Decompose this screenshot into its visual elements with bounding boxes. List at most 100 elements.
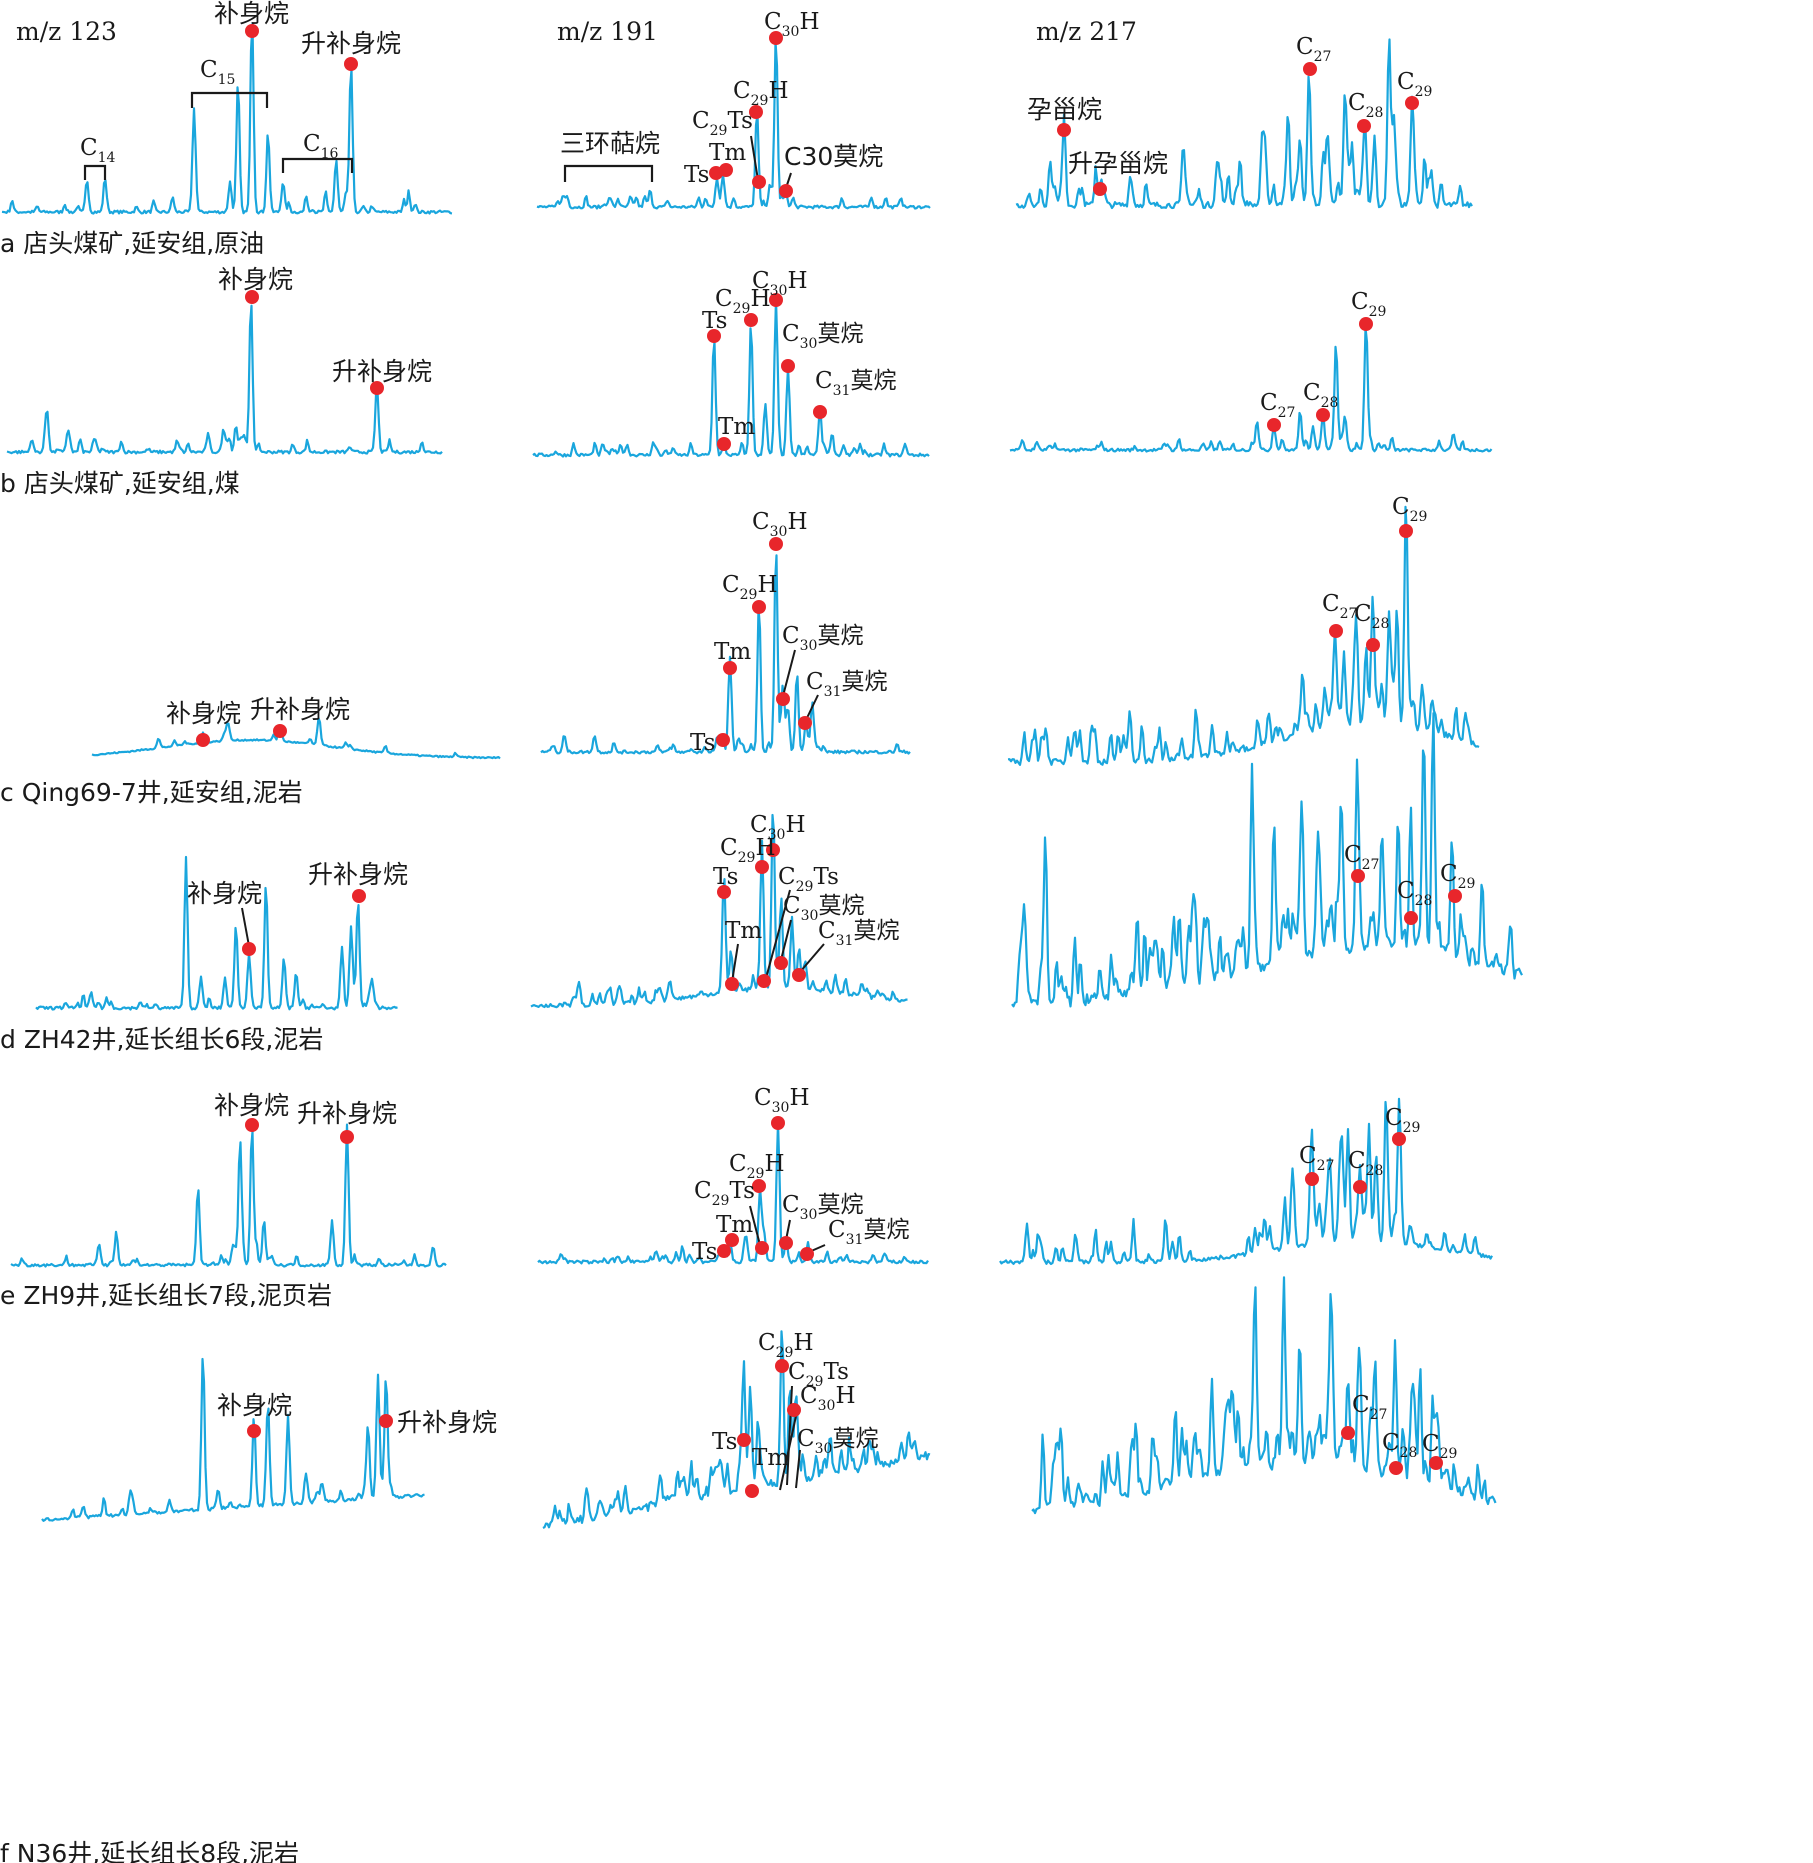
marker-c27-a (1303, 62, 1317, 76)
label-c27-d: C27 (1344, 842, 1379, 873)
marker-shengbushen-d (352, 889, 366, 903)
label-shengbushen-e: 升补身烷 (297, 1099, 397, 1128)
leader-line (765, 889, 791, 979)
marker-c29ts-d (757, 974, 771, 988)
marker-bushen-b (245, 290, 259, 304)
marker-layer (196, 24, 1462, 1498)
marker-c29h-d (755, 860, 769, 874)
marker-c29-e (1392, 1132, 1406, 1146)
label-c29h-a: C29H (733, 78, 789, 109)
marker-c28-e (1353, 1180, 1367, 1194)
label-c31mo-e: C31莫烷 (828, 1217, 909, 1248)
label-c28-a: C28 (1348, 90, 1383, 121)
label-c29h-c: C29H (722, 572, 778, 603)
marker-ts-d (717, 885, 731, 899)
label-c28-f: C28 (1382, 1430, 1417, 1461)
marker-c29ts-e (755, 1241, 769, 1255)
label-c29-c: C29 (1392, 494, 1427, 525)
label-c29-d: C29 (1440, 861, 1475, 892)
marker-c30mo-e (779, 1236, 793, 1250)
marker-c29h-e (752, 1179, 766, 1193)
trace-a-191 (536, 40, 931, 210)
label-tm-b: Tm (718, 414, 755, 440)
ion-label-191: m/z 191 (557, 17, 658, 46)
label-c30mo-b: C30莫烷 (782, 321, 863, 352)
marker-bushen-c (196, 733, 210, 747)
leader-line (749, 1205, 761, 1246)
marker-c28-a (1357, 119, 1371, 133)
label-c15: C15 (200, 57, 235, 88)
label-c30mo-c: C30莫烷 (782, 623, 863, 654)
marker-shengbushen-f (379, 1414, 393, 1428)
label-c27-f: C27 (1352, 1392, 1387, 1423)
marker-c30mo-a (779, 184, 793, 198)
label-c29-e: C29 (1385, 1105, 1420, 1136)
marker-c30mo-b (781, 359, 795, 373)
label-tm-e: Tm (716, 1212, 753, 1238)
label-bushen-c: 补身烷 (166, 699, 241, 728)
label-c29ts-d: C29Ts (778, 864, 839, 895)
label-c30h-c: C30H (752, 509, 808, 540)
label-c31mo-d: C31莫烷 (818, 918, 899, 949)
label-c28-e: C28 (1348, 1148, 1383, 1179)
label-ts-f: Ts (712, 1429, 737, 1455)
bracket-c15 (190, 91, 269, 108)
label-c29ts-a: C29Ts (692, 108, 753, 139)
label-c30h-d: C30H (750, 812, 806, 843)
trace-d-217 (1011, 712, 1523, 1008)
bracket-c16 (281, 157, 354, 173)
ion-label-217: m/z 217 (1036, 17, 1137, 46)
marker-c30h-a (769, 31, 783, 45)
label-ts-d: Ts (713, 864, 738, 890)
label-ts-a: Ts (684, 162, 709, 188)
marker-tm-f (745, 1484, 759, 1498)
marker-c27-f (1341, 1426, 1355, 1440)
marker-c29-b (1359, 317, 1373, 331)
label-c16: C16 (303, 131, 339, 162)
marker-c27-b (1267, 418, 1281, 432)
label-ts-c: Ts (690, 730, 715, 756)
marker-tm-c (723, 661, 737, 675)
label-c29h-e: C29H (729, 1151, 785, 1182)
marker-c28-d (1404, 911, 1418, 925)
trace-e-217 (999, 1097, 1493, 1266)
label-c27-c: C27 (1322, 591, 1357, 622)
label-c29-b: C29 (1351, 289, 1386, 320)
marker-c30h-d (766, 843, 780, 857)
marker-c31mo-d (792, 968, 806, 982)
caption-e: e ZH9井,延长组长7段,泥页岩 (0, 1281, 332, 1310)
marker-bushen-d (242, 942, 256, 956)
marker-c29h-b (744, 313, 758, 327)
trace-b-191 (532, 297, 930, 458)
caption-a: a 店头煤矿,延安组,原油 (0, 229, 264, 258)
marker-c29ts-a (752, 175, 766, 189)
trace-a-217 (1015, 38, 1473, 210)
leader-line (805, 694, 819, 721)
label-c29-f: C29 (1422, 1431, 1457, 1462)
label-c27-a: C27 (1296, 34, 1331, 65)
caption-c: c Qing69-7井,延安组,泥岩 (0, 778, 303, 807)
marker-shengbushen-a (344, 57, 358, 71)
marker-c29h-c (752, 600, 766, 614)
trace-c-191 (540, 554, 911, 755)
leader-line (795, 1449, 801, 1489)
label-c30mo-a: C30莫烷 (784, 142, 883, 171)
label-c28-d: C28 (1397, 878, 1432, 909)
marker-c31mo-c (798, 716, 812, 730)
trace-e-191 (537, 1121, 929, 1265)
label-bushen-b: 补身烷 (218, 265, 293, 294)
label-tm-f: Tm (752, 1445, 789, 1471)
trace-c-217 (1007, 505, 1480, 766)
trace-d-191 (530, 813, 908, 1009)
trace-a-123 (1, 22, 453, 215)
label-tm-d: Tm (725, 918, 762, 944)
trace-b-217 (1009, 326, 1493, 453)
trace-c-123 (91, 716, 501, 760)
marker-yunzhi-a (1057, 123, 1071, 137)
marker-c31mo-b (813, 405, 827, 419)
marker-c27-d (1351, 869, 1365, 883)
caption-b: b 店头煤矿,延安组,煤 (0, 469, 240, 498)
marker-c29h-f (775, 1359, 789, 1373)
label-c27-e: C27 (1299, 1143, 1334, 1174)
marker-c29-a (1405, 96, 1419, 110)
